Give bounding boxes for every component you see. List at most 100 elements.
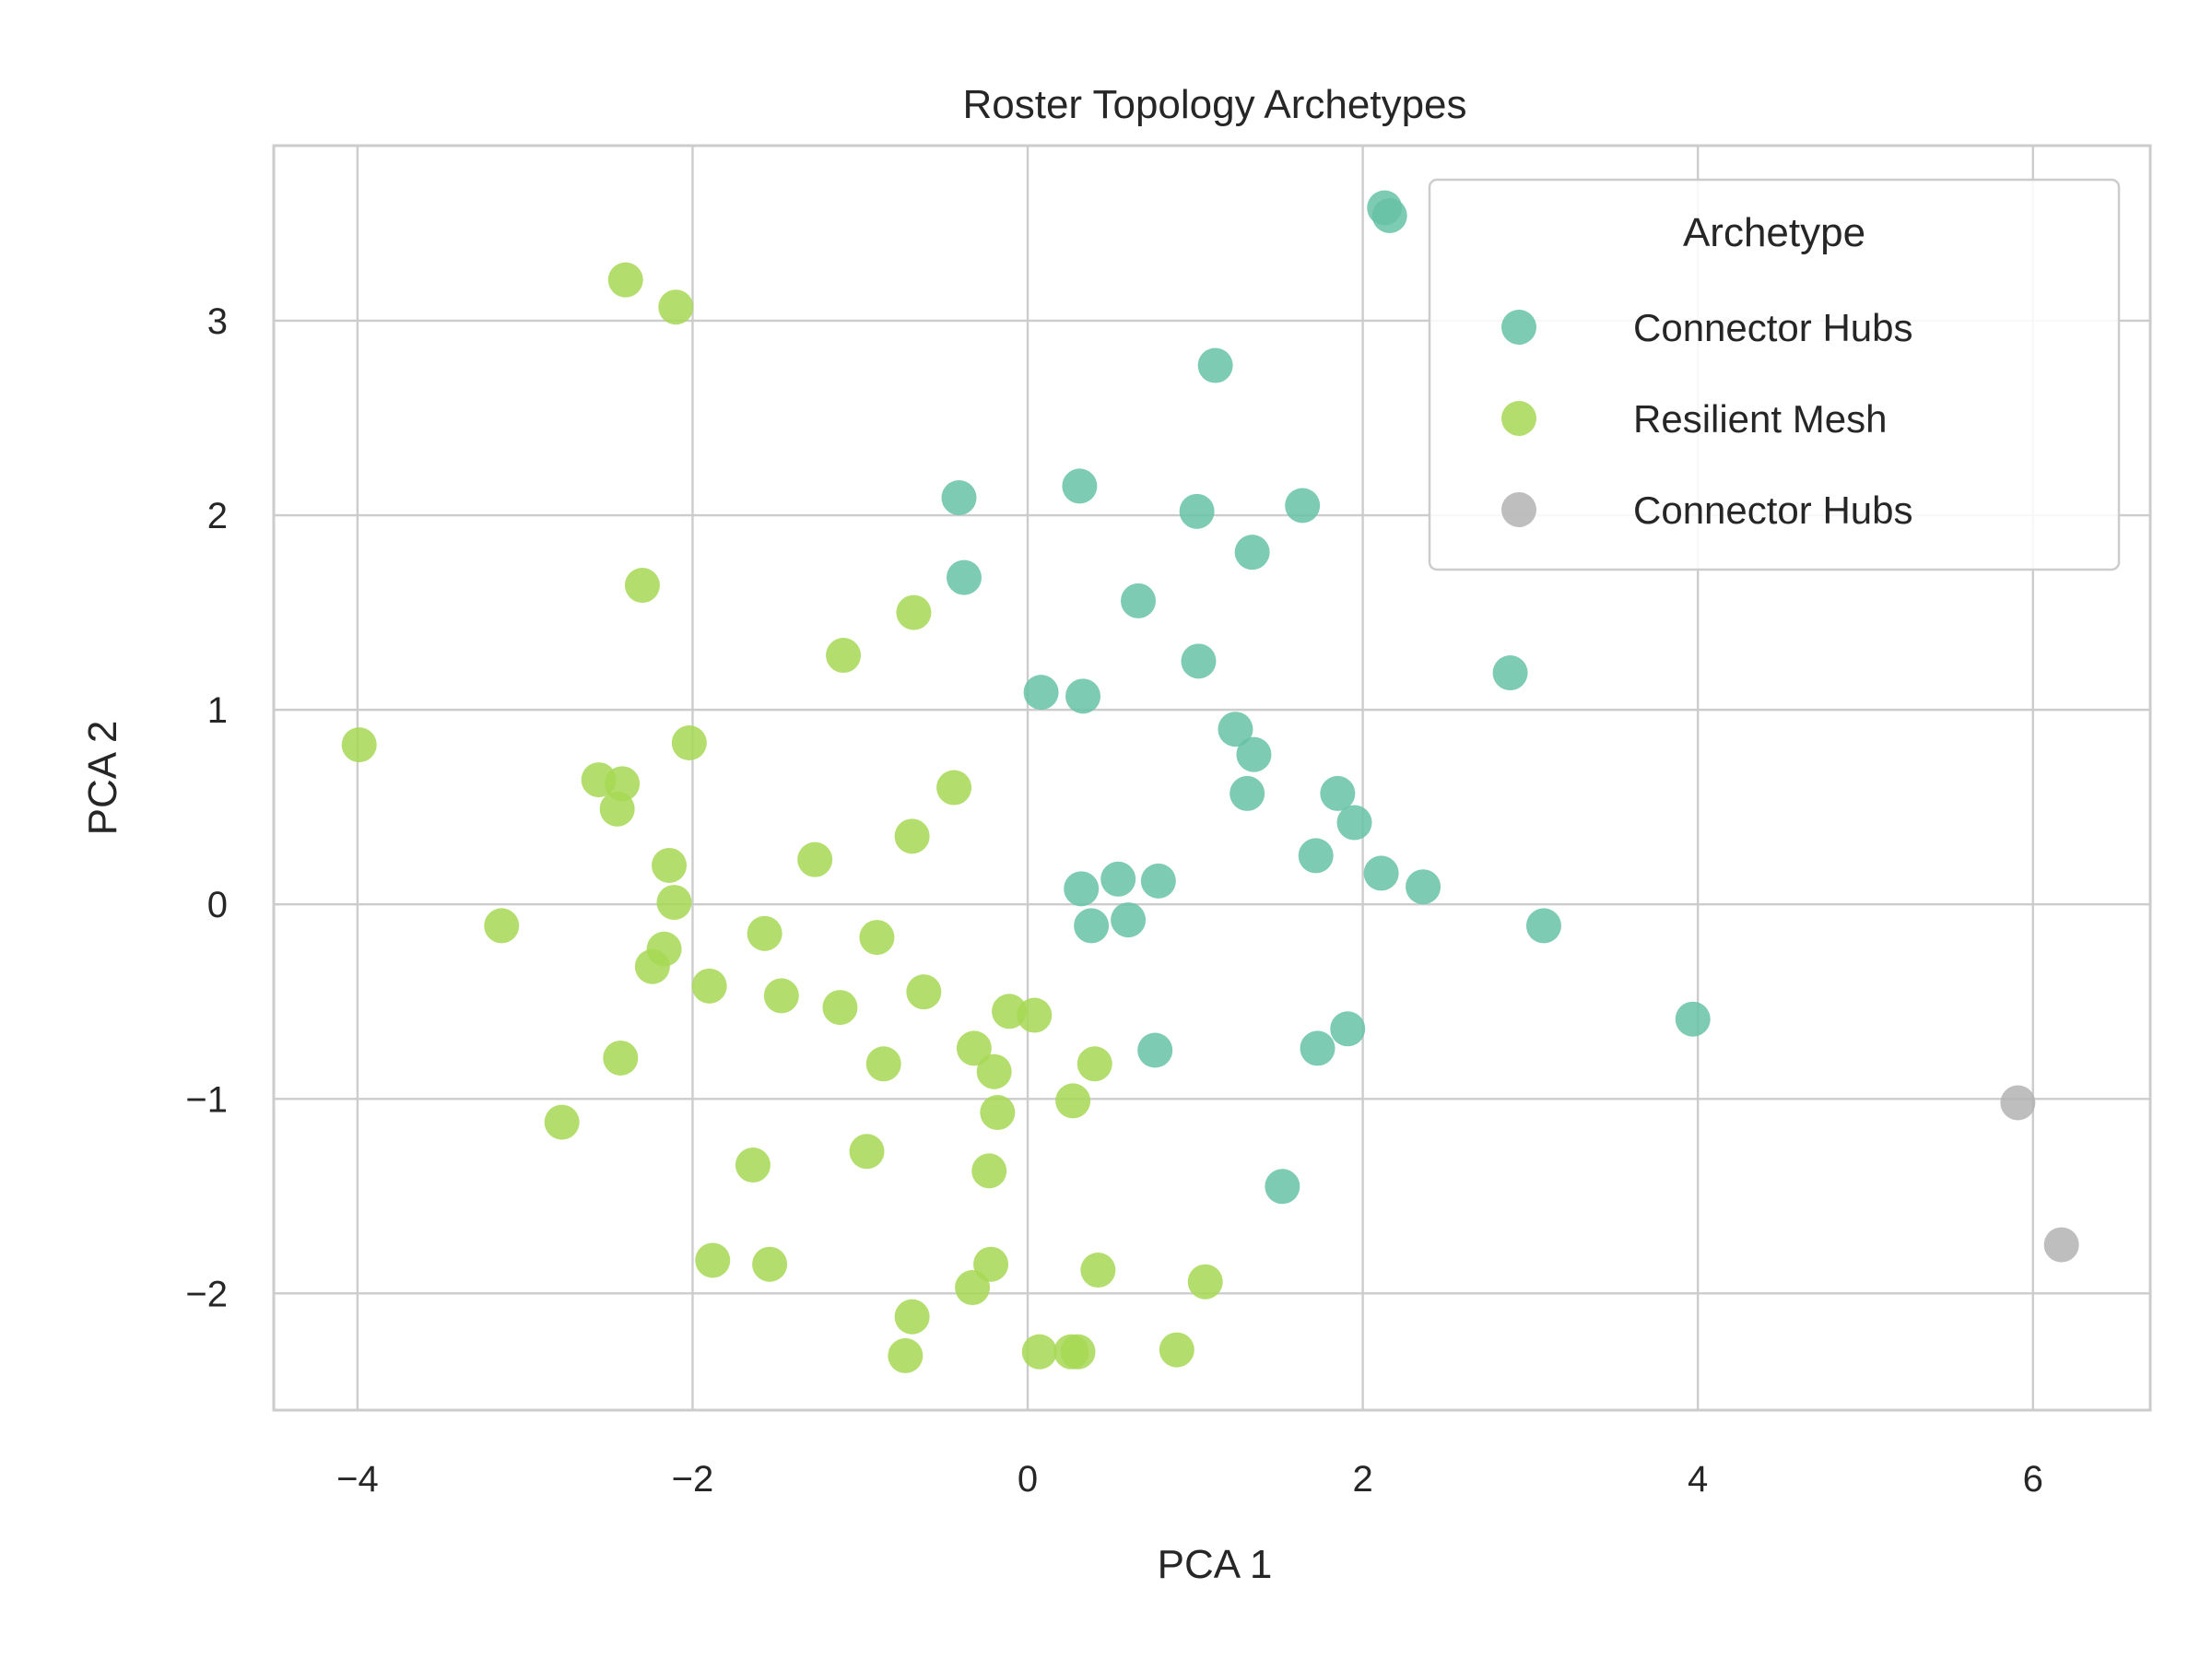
y-tick-label: −1 [185,1079,228,1120]
legend-label: Resilient Mesh [1633,397,1887,441]
data-point-resilient-mesh [607,262,643,298]
legend-marker [1501,401,1536,436]
y-tick-label: 3 [207,301,228,342]
data-point-connector-hubs [1181,643,1217,679]
data-point-resilient-mesh [1055,1083,1091,1119]
legend-title: Archetype [1683,210,1865,255]
y-axis-label: PCA 2 [80,721,125,836]
legend-marker [1501,492,1536,527]
data-point-connector-hubs [1363,855,1399,891]
data-point-resilient-mesh [752,1246,788,1282]
data-point-resilient-mesh [859,920,895,956]
data-point-connector-hubs [1320,775,1356,811]
data-point-connector-hubs [1330,1011,1366,1047]
y-tick-label: 0 [207,885,228,925]
data-point-connector-hubs [1023,675,1059,711]
data-point-resilient-mesh [599,791,635,827]
data-point-resilient-mesh [341,727,377,763]
legend-box [1428,178,2121,571]
plot-frame [272,144,2152,1412]
data-point-connector-hubs [1218,712,1253,747]
data-point-resilient-mesh [1021,1334,1057,1370]
data-point-resilient-mesh [1060,1334,1096,1370]
data-point-resilient-mesh [634,948,670,984]
x-tick-label: 0 [1018,1459,1038,1500]
data-point-connector-hubs [941,480,977,516]
data-point-connector-hubs [1675,1001,1711,1037]
data-point-resilient-mesh [603,1040,639,1076]
data-point-resilient-mesh [894,818,930,854]
data-point-resilient-mesh [658,289,694,325]
data-point-connector-hubs [1285,488,1321,524]
data-point-resilient-mesh [936,770,972,806]
data-point-connector-hubs [2043,1227,2079,1263]
data-point-resilient-mesh [484,908,520,944]
data-point-connector-hubs [1064,871,1100,907]
data-point-resilient-mesh [955,1270,991,1306]
data-point-connector-hubs [1121,582,1157,618]
x-tick-label: 2 [1352,1459,1372,1500]
data-point-connector-hubs [1265,1169,1300,1205]
x-tick-label: −2 [672,1459,714,1500]
chart-title: Roster Topology Archetypes [962,82,1466,127]
data-point-connector-hubs [1298,838,1334,874]
data-point-resilient-mesh [894,1299,930,1335]
data-point-resilient-mesh [1080,1253,1116,1288]
data-point-resilient-mesh [797,841,833,877]
data-point-connector-hubs [946,559,982,595]
data-point-resilient-mesh [747,915,782,951]
data-point-resilient-mesh [624,568,660,604]
legend-marker [1501,310,1536,345]
data-point-connector-hubs [2000,1085,2036,1121]
data-point-resilient-mesh [906,974,942,1010]
data-point-resilient-mesh [1159,1332,1194,1368]
legend-label: Connector Hubs [1633,488,1913,532]
legend-entries: Connector Hubs Resilient Mesh Connector Hu… [1501,306,1913,532]
data-point-resilient-mesh [888,1337,924,1373]
y-tick-label: 2 [207,496,228,536]
data-point-resilient-mesh [1017,997,1053,1033]
data-point-resilient-mesh [735,1147,771,1183]
x-tick-label: 6 [2023,1459,2043,1500]
data-point-connector-hubs [1525,908,1561,944]
x-tick-label: 4 [1688,1459,1708,1500]
data-point-resilient-mesh [544,1104,580,1140]
data-point-connector-hubs [1336,805,1372,841]
data-point-resilient-mesh [980,1095,1016,1131]
data-point-connector-hubs [1137,1032,1173,1068]
data-point-resilient-mesh [671,725,707,761]
y-tick-label: 1 [207,690,228,731]
x-tick-label: −4 [336,1459,379,1500]
data-point-resilient-mesh [826,638,862,674]
data-point-connector-hubs [1371,197,1407,233]
data-point-resilient-mesh [971,1153,1007,1189]
data-point-connector-hubs [1234,535,1270,571]
data-point-resilient-mesh [1187,1264,1223,1300]
data-point-resilient-mesh [849,1134,885,1170]
data-point-connector-hubs [1492,655,1528,691]
data-point-connector-hubs [1074,908,1110,944]
data-point-resilient-mesh [763,978,799,1014]
data-point-resilient-mesh [865,1046,901,1082]
data-point-resilient-mesh [652,847,688,883]
data-points [341,190,2079,1373]
data-point-connector-hubs [1062,468,1098,504]
data-point-connector-hubs [1197,347,1233,383]
data-point-resilient-mesh [695,1242,731,1278]
x-axis-label: PCA 1 [1158,1542,1273,1587]
data-point-connector-hubs [1406,869,1441,905]
data-point-resilient-mesh [822,990,858,1026]
data-point-resilient-mesh [896,594,932,630]
data-point-connector-hubs [1065,678,1101,714]
data-point-resilient-mesh [1077,1046,1112,1082]
y-tick-label: −2 [185,1274,228,1314]
data-point-connector-hubs [1300,1030,1335,1066]
tick-labels: −4 −2 0 2 4 6 −2 −1 0 1 2 3 [185,301,2042,1500]
data-point-resilient-mesh [656,885,692,921]
data-point-connector-hubs [1230,775,1265,811]
data-point-connector-hubs [1100,861,1136,897]
data-point-connector-hubs [1236,736,1272,772]
data-point-connector-hubs [1179,493,1215,529]
